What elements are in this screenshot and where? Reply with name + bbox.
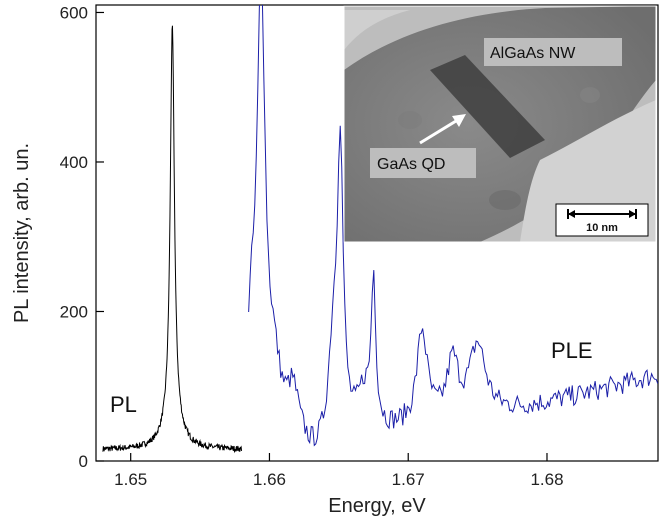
y-tick-label: 200 [60, 302, 88, 321]
annotation-pl: PL [110, 392, 137, 417]
y-tick-label: 600 [60, 3, 88, 22]
scale-bar: 10 nm [555, 203, 649, 237]
quantum-dot-shape [430, 55, 545, 158]
inset-tem-image: AlGaAs NW GaAs QD 10 nm [343, 5, 657, 243]
x-tick-label: 1.66 [253, 470, 286, 489]
wire-label-box [484, 38, 622, 66]
y-axis-ticks: 0 200 400 600 [60, 3, 104, 471]
arrow-icon [419, 114, 466, 145]
y-axis-label: PL intensity, arb. un. [11, 143, 33, 323]
x-axis-ticks: 1.65 1.66 1.67 1.68 [114, 453, 564, 489]
annotation-ple: PLE [551, 338, 593, 363]
x-axis-label: Energy, eV [328, 495, 426, 517]
x-tick-label: 1.67 [392, 470, 425, 489]
plot-frame [95, 4, 659, 462]
series-line-ple [248, 5, 658, 447]
dot-label-box [370, 148, 476, 178]
inset-label-wire: AlGaAs NW [490, 45, 576, 62]
y-tick-label: 0 [79, 452, 88, 471]
series-line-pl [102, 25, 243, 454]
y-tick-label: 400 [60, 153, 88, 172]
scale-bar-label: 10 nm [586, 222, 618, 234]
x-tick-label: 1.68 [530, 470, 563, 489]
inset-label-dot: GaAs QD [377, 156, 445, 173]
x-tick-label: 1.65 [114, 470, 147, 489]
